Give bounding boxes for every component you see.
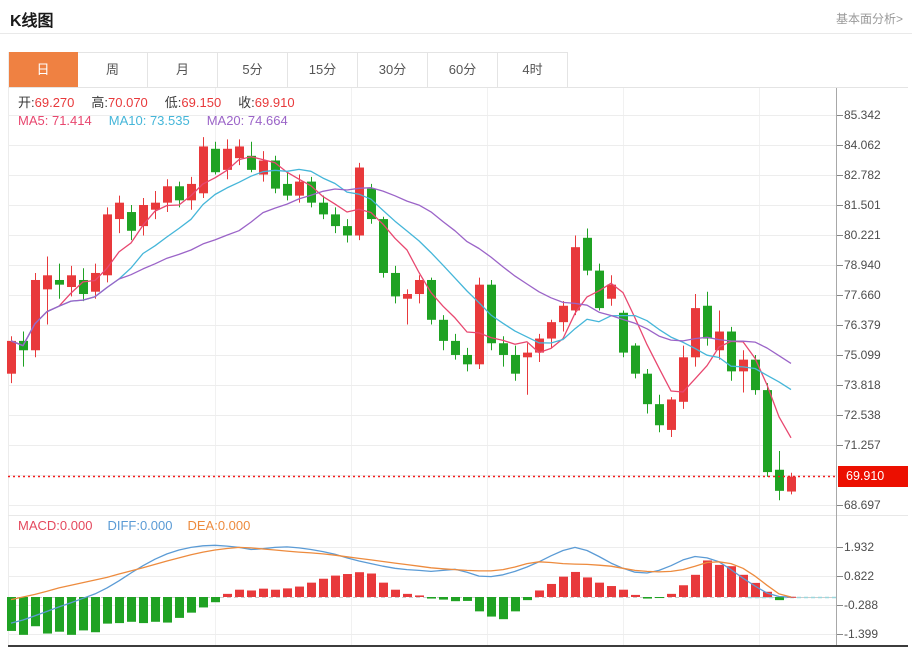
close-value: 收:69.910	[238, 95, 295, 110]
ohlc-legend: 开:69.270 高:70.070 低:69.150 收:69.910	[18, 95, 295, 110]
ma-legend: MA5: 71.414 MA10: 73.535 MA20: 74.664	[18, 113, 288, 128]
interval-tabbar: 日周月 5分 15分 30分 60分 4时	[8, 52, 568, 88]
diff-value: DIFF:0.000	[107, 518, 173, 533]
macd-legend: MACD:0.000 DIFF:0.000 DEA:0.000	[18, 518, 250, 533]
macd-axis-label: 1.932	[844, 540, 875, 554]
price-axis-label: 71.257	[844, 438, 881, 452]
dea-value: DEA:0.000	[187, 518, 251, 533]
price-axis-label: 75.099	[844, 348, 881, 362]
price-axis-label: 82.782	[844, 168, 881, 182]
price-axis-label: 68.697	[844, 498, 881, 512]
tab-day[interactable]: 日	[8, 52, 78, 88]
price-axis-label: 85.342	[844, 108, 881, 122]
ma5-value: MA5: 71.414	[18, 113, 92, 128]
high-value: 高:70.070	[91, 95, 148, 110]
price-axis-label: 76.379	[844, 318, 881, 332]
price-axis-label: 81.501	[844, 198, 881, 212]
macd-value: MACD:0.000	[18, 518, 93, 533]
macd-axis-label: 0.822	[844, 569, 875, 583]
price-axis-label: 80.221	[844, 228, 881, 242]
price-axis-label: 72.538	[844, 408, 881, 422]
current-price-tag: 69.910	[838, 466, 908, 487]
tab-60min[interactable]: 60分	[428, 52, 498, 88]
macd-axis-label: -0.288	[844, 598, 879, 612]
title-divider	[0, 33, 912, 34]
tab-5min[interactable]: 5分	[218, 52, 288, 88]
ma10-value: MA10: 73.535	[108, 113, 190, 128]
fundamental-analysis-link[interactable]: 基本面分析>	[835, 12, 903, 26]
price-axis-label: 84.062	[844, 138, 881, 152]
price-axis-label: 73.818	[844, 378, 881, 392]
open-value: 开:69.270	[18, 95, 75, 110]
page-title: K线图	[10, 13, 54, 30]
price-axis-label: 77.660	[844, 288, 881, 302]
low-value: 低:69.150	[164, 95, 222, 110]
price-axis-label: 78.940	[844, 258, 881, 272]
tab-month[interactable]: 月	[148, 52, 218, 88]
ma20-value: MA20: 74.664	[206, 113, 288, 128]
tab-30min[interactable]: 30分	[358, 52, 428, 88]
macd-axis-label: -1.399	[844, 627, 879, 641]
